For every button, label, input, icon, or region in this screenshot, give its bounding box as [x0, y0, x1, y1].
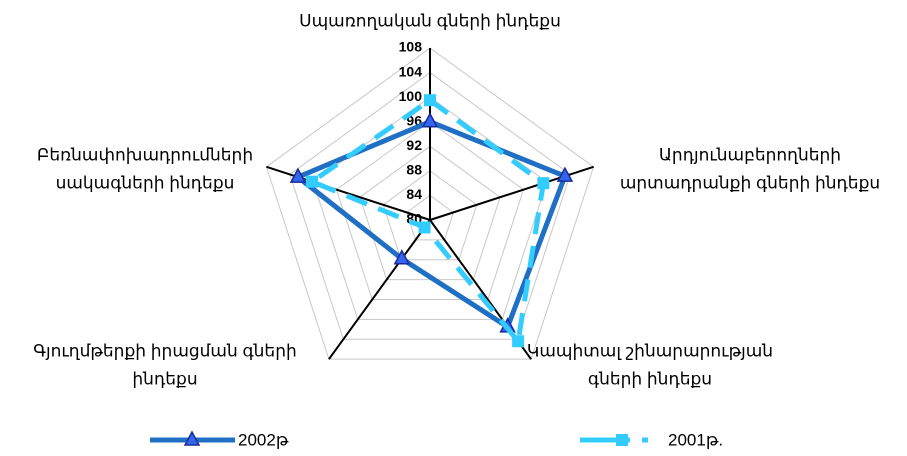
grid-ring [382, 170, 478, 261]
marker [537, 177, 550, 190]
category-label: Կապիտալ շինարարության [527, 341, 773, 360]
marker [421, 112, 439, 128]
legend-marker [183, 430, 201, 446]
legend-marker [616, 434, 628, 446]
category-label: արտադրանքի գների ինդեքս [620, 173, 880, 192]
axis-line [328, 219, 431, 360]
marker [556, 166, 574, 182]
marker [418, 221, 431, 234]
grid-ring [265, 47, 595, 360]
legend-label: 2001թ. [668, 430, 723, 449]
series-line [295, 119, 568, 330]
category-label: Բեռնափոխադրումների [37, 145, 253, 164]
legend-label: 2002թ [238, 430, 289, 449]
category-label: սակագների ինդեքս [56, 173, 235, 192]
y-tick-label: 84 [406, 186, 422, 202]
marker [512, 335, 525, 348]
y-tick-label: 100 [399, 88, 423, 104]
category-label: Գյուղմթերքի իրացման գների [33, 341, 297, 360]
marker [305, 175, 318, 188]
y-tick-label: 88 [406, 162, 422, 178]
y-tick-label: 92 [406, 137, 422, 153]
marker [289, 167, 307, 183]
series-line [309, 97, 546, 344]
grid-ring [335, 121, 525, 301]
y-tick-label: 108 [399, 39, 423, 55]
y-tick-label: 104 [399, 63, 423, 79]
category-label: Սպառողական գների ինդեքս [299, 11, 561, 30]
grid-ring [289, 71, 571, 340]
marker [424, 94, 436, 107]
grid-ring [406, 194, 454, 241]
category-label: գների ինդեքս [588, 369, 712, 388]
category-label: ինդեքս [132, 369, 197, 388]
marker [393, 249, 411, 265]
category-label: Արդյունաբերողների [659, 145, 841, 164]
